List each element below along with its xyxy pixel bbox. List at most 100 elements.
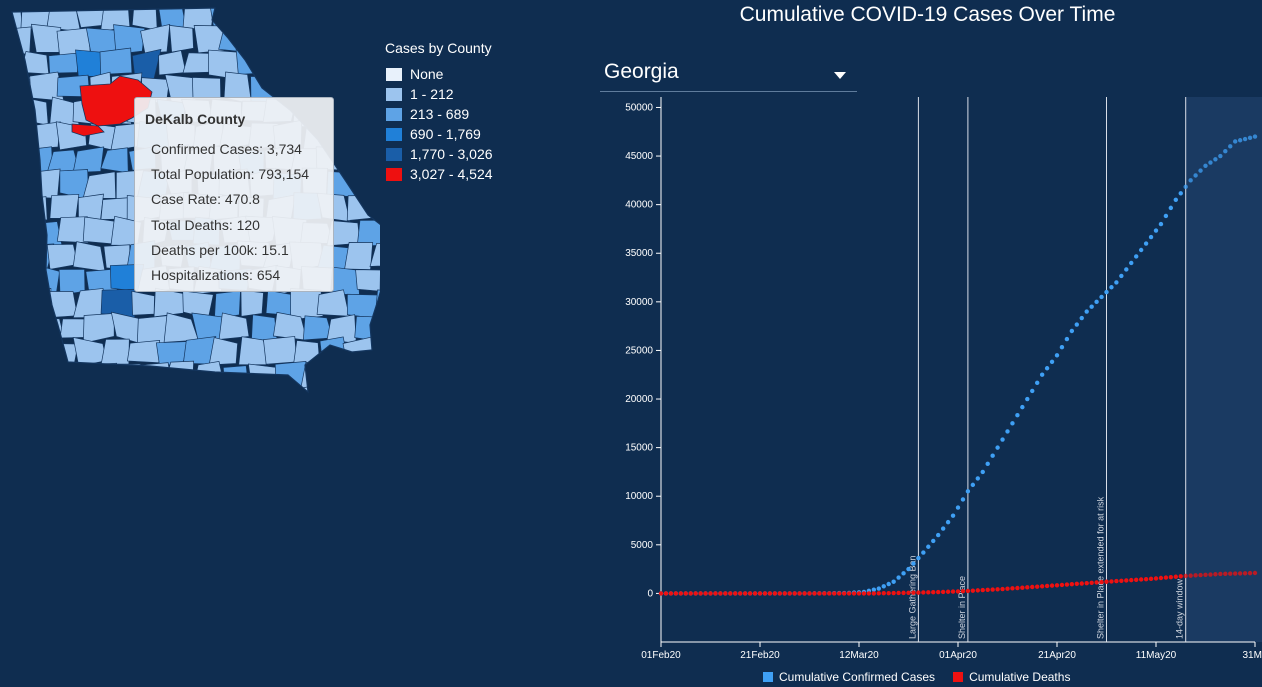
data-point[interactable] <box>1084 309 1089 314</box>
county[interactable] <box>316 7 346 25</box>
data-point[interactable] <box>901 590 906 596</box>
data-point[interactable] <box>703 591 708 596</box>
data-point[interactable] <box>762 591 768 596</box>
county[interactable] <box>316 289 350 317</box>
county[interactable] <box>238 336 270 366</box>
data-point[interactable] <box>723 591 728 596</box>
county[interactable] <box>20 337 54 367</box>
county[interactable] <box>0 101 28 126</box>
county[interactable] <box>192 361 227 392</box>
data-point[interactable] <box>1173 574 1178 579</box>
data-point[interactable] <box>975 476 980 481</box>
data-point[interactable] <box>1084 580 1089 586</box>
data-point[interactable] <box>931 538 936 544</box>
county[interactable] <box>0 384 25 400</box>
county[interactable] <box>72 241 106 272</box>
data-point[interactable] <box>995 445 1000 450</box>
data-point[interactable] <box>965 489 971 494</box>
data-point[interactable] <box>1198 572 1203 578</box>
data-point[interactable] <box>718 591 723 596</box>
data-point[interactable] <box>1035 584 1040 589</box>
county[interactable] <box>3 168 37 194</box>
data-point[interactable] <box>673 591 679 596</box>
data-point[interactable] <box>668 591 674 596</box>
county[interactable] <box>208 384 241 400</box>
county[interactable] <box>346 4 372 27</box>
county[interactable] <box>250 314 278 343</box>
county[interactable] <box>72 387 109 400</box>
county[interactable] <box>48 52 80 74</box>
data-point[interactable] <box>1237 138 1243 143</box>
data-point[interactable] <box>901 571 906 576</box>
county[interactable] <box>72 146 105 174</box>
data-point[interactable] <box>693 591 698 596</box>
data-point[interactable] <box>772 591 778 596</box>
county[interactable] <box>25 97 49 126</box>
data-point[interactable] <box>1193 173 1198 178</box>
county[interactable] <box>99 47 133 75</box>
data-point[interactable] <box>851 591 857 596</box>
data-point[interactable] <box>1015 413 1020 418</box>
county[interactable] <box>85 27 118 54</box>
data-point[interactable] <box>1025 585 1030 590</box>
data-point[interactable] <box>906 566 911 572</box>
county[interactable] <box>126 384 162 400</box>
county[interactable] <box>100 338 130 366</box>
data-point[interactable] <box>881 591 886 596</box>
data-point[interactable] <box>995 587 1000 592</box>
data-point[interactable] <box>896 590 901 596</box>
data-point[interactable] <box>950 589 956 594</box>
county[interactable] <box>261 3 295 33</box>
county[interactable] <box>235 48 265 75</box>
data-point[interactable] <box>812 591 817 596</box>
data-point[interactable] <box>1213 572 1218 577</box>
data-point[interactable] <box>1198 168 1203 173</box>
data-point[interactable] <box>1054 353 1060 358</box>
county[interactable] <box>28 318 65 343</box>
data-point[interactable] <box>871 591 877 596</box>
data-point[interactable] <box>1153 228 1159 233</box>
data-point[interactable] <box>1054 583 1060 588</box>
data-point[interactable] <box>1252 134 1258 139</box>
data-point[interactable] <box>1020 585 1025 590</box>
data-point[interactable] <box>1104 579 1109 584</box>
county[interactable] <box>369 386 380 400</box>
county[interactable] <box>3 217 34 248</box>
data-point[interactable] <box>871 587 877 592</box>
data-point[interactable] <box>1242 136 1248 142</box>
county[interactable] <box>222 365 249 389</box>
data-point[interactable] <box>970 588 976 593</box>
county[interactable] <box>186 386 216 400</box>
legend-item-cases[interactable]: Cumulative Confirmed Cases <box>763 670 935 684</box>
data-point[interactable] <box>1134 577 1139 582</box>
data-point[interactable] <box>1188 573 1193 578</box>
county[interactable] <box>354 359 380 392</box>
data-point[interactable] <box>1000 586 1005 592</box>
county[interactable] <box>24 385 54 400</box>
county[interactable] <box>3 316 35 340</box>
data-point[interactable] <box>881 584 886 589</box>
county[interactable] <box>326 31 360 52</box>
data-point[interactable] <box>945 519 951 525</box>
data-point[interactable] <box>1039 584 1045 589</box>
county[interactable] <box>344 241 374 270</box>
data-point[interactable] <box>965 588 971 594</box>
county[interactable] <box>371 1 380 26</box>
data-point[interactable] <box>1109 579 1114 584</box>
data-point[interactable] <box>1099 294 1104 300</box>
county[interactable] <box>239 384 269 400</box>
data-point[interactable] <box>990 587 995 592</box>
county[interactable] <box>343 383 378 400</box>
county[interactable] <box>57 364 88 390</box>
data-point[interactable] <box>955 589 961 594</box>
county[interactable] <box>353 25 380 56</box>
county[interactable] <box>263 385 297 400</box>
data-point[interactable] <box>1247 135 1253 141</box>
county[interactable] <box>299 73 329 99</box>
data-point[interactable] <box>1074 581 1079 587</box>
county[interactable] <box>246 26 277 53</box>
county[interactable] <box>234 2 266 30</box>
data-point[interactable] <box>886 581 891 587</box>
county[interactable] <box>218 312 250 340</box>
county[interactable] <box>56 216 89 244</box>
